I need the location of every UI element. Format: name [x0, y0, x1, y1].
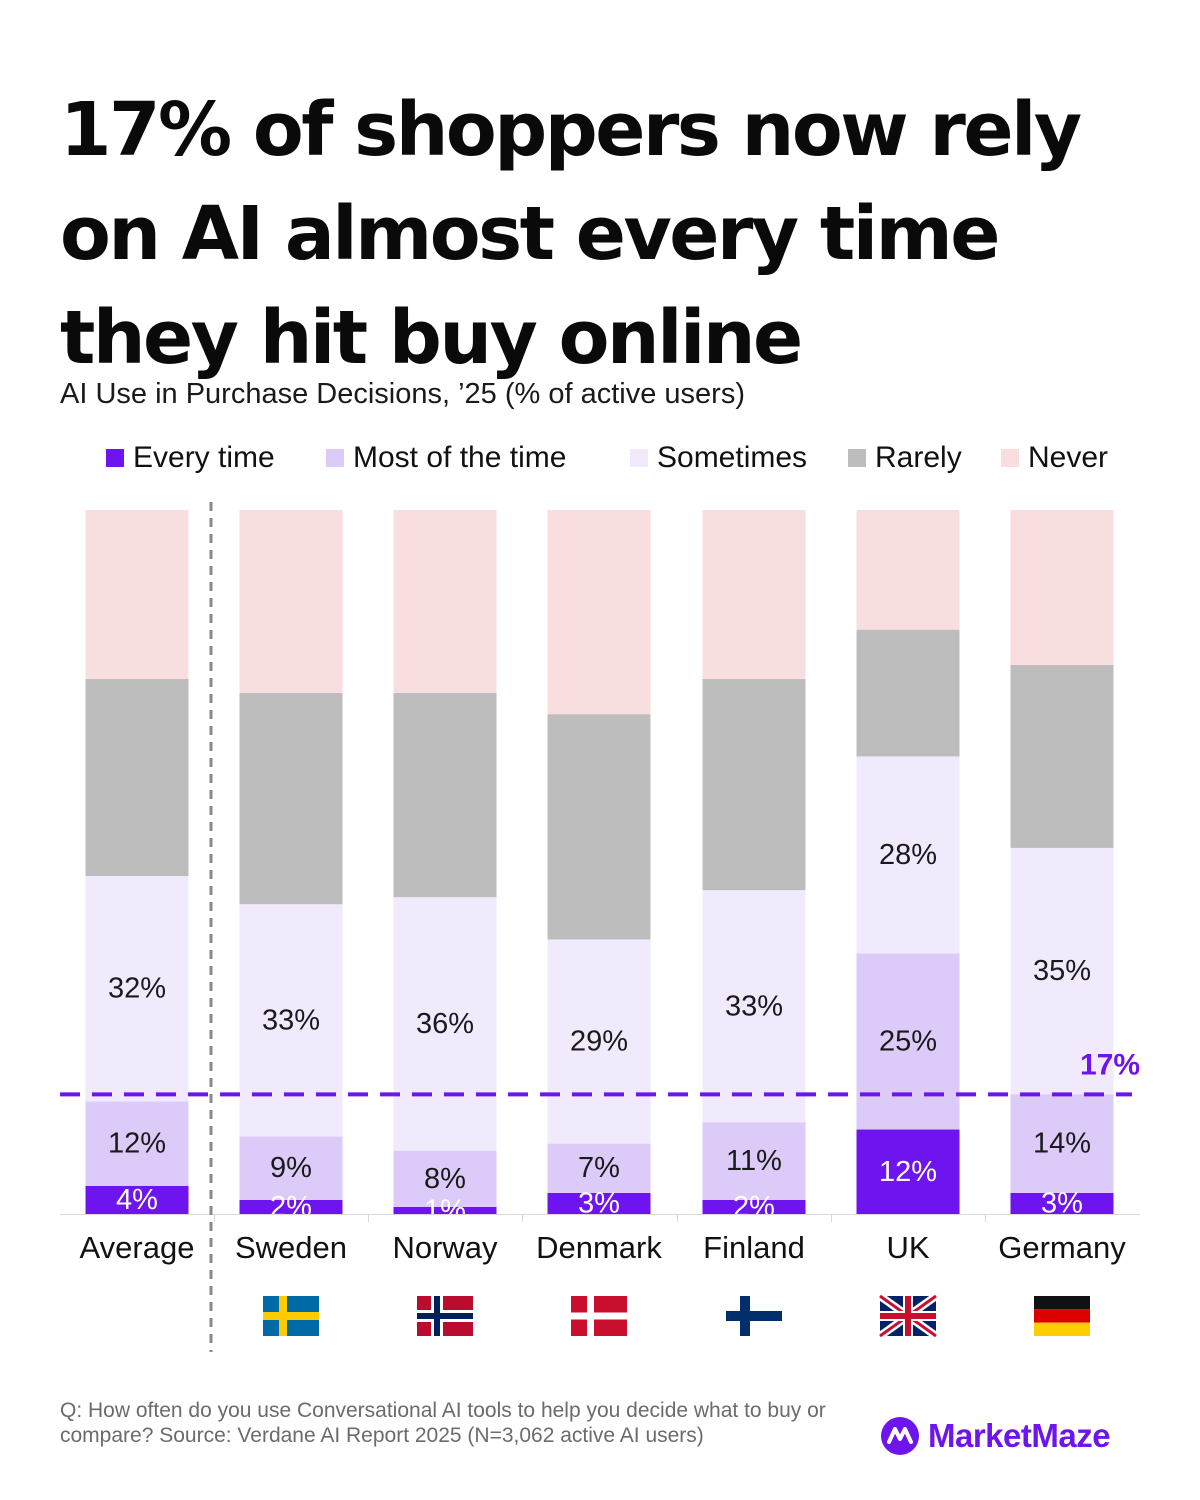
bar-segment-never: [856, 510, 960, 630]
bar-segment-most-of-the-time: [1010, 1094, 1114, 1193]
bar-segment-sometimes: [239, 904, 343, 1137]
category-label: UK: [886, 1230, 929, 1265]
bar-segment-most-of-the-time: [85, 1101, 189, 1186]
bar-segment-rarely: [239, 693, 343, 905]
category-label: Finland: [703, 1230, 805, 1265]
footnote: Q: How often do you use Conversational A…: [60, 1399, 826, 1447]
bars: [85, 510, 1114, 1214]
data-label: 9%: [270, 1152, 312, 1184]
category-label: Average: [80, 1230, 195, 1265]
legend-swatch-never: [1001, 449, 1019, 467]
legend-item-never: Never: [1001, 438, 1108, 478]
bar-segment-most-of-the-time: [547, 1143, 651, 1193]
data-label: 2%: [733, 1191, 775, 1223]
bar-segment-sometimes: [856, 756, 960, 954]
legend-label: Sometimes: [657, 441, 808, 474]
bar-segment-sometimes: [702, 890, 806, 1123]
legend-item-sometimes: Sometimes: [630, 438, 807, 478]
category-label: Germany: [998, 1230, 1126, 1265]
chart-title: 17% of shoppers now rely on AI almost ev…: [60, 87, 1082, 381]
bar-segment-most-of-the-time: [239, 1136, 343, 1200]
bar-segment-sometimes: [1010, 847, 1114, 1095]
marketmaze-logo-icon: [881, 1417, 919, 1455]
brand: MarketMaze: [880, 1414, 1111, 1458]
bar-segment-never: [547, 510, 651, 715]
bar-segment-every-time: [702, 1199, 806, 1214]
country-flags: [263, 1292, 1090, 1340]
reference-line-label: 17%: [1080, 1048, 1140, 1081]
data-label: 29%: [570, 1026, 628, 1058]
bar-segment-sometimes: [393, 897, 497, 1151]
bar-segment-rarely: [85, 678, 189, 877]
bar-segment-never: [85, 510, 189, 679]
data-label: 33%: [262, 1004, 320, 1036]
data-label: 12%: [108, 1128, 166, 1160]
bar-segment-every-time: [239, 1199, 343, 1214]
legend-label: Every time: [133, 441, 275, 474]
data-label: 11%: [726, 1145, 782, 1177]
bar-segment-rarely: [547, 714, 651, 940]
finland-flag-icon: [726, 1296, 782, 1336]
data-label: 4%: [116, 1184, 158, 1216]
chart-subtitle: AI Use in Purchase Decisions, ’25 (% of …: [60, 378, 745, 410]
data-label: 14%: [1033, 1128, 1091, 1160]
bar-segment-every-time: [393, 1206, 497, 1214]
legend-swatch-rarely: [848, 449, 866, 467]
legend-item-rarely: Rarely: [848, 438, 962, 478]
bar-segment-never: [393, 510, 497, 694]
data-label: 25%: [879, 1026, 937, 1058]
bar-segment-every-time: [856, 1129, 960, 1214]
data-label: 12%: [879, 1156, 937, 1188]
bar-segment-rarely: [393, 693, 497, 898]
data-label: 32%: [108, 973, 166, 1005]
denmark-flag-icon: [571, 1296, 627, 1336]
uk-flag-icon: [877, 1292, 939, 1340]
bar-segment-never: [1010, 510, 1114, 665]
bar-segment-every-time: [1010, 1192, 1114, 1214]
category-label: Norway: [392, 1230, 498, 1265]
bar-segment-sometimes: [547, 939, 651, 1144]
data-label: 28%: [879, 839, 937, 871]
brand-name: MarketMaze: [928, 1417, 1111, 1454]
legend-swatch-every-time: [106, 449, 124, 467]
bar-segment-never: [239, 510, 343, 694]
bar-segment-rarely: [1010, 664, 1114, 848]
bar-segment-every-time: [547, 1192, 651, 1214]
norway-flag-icon: [417, 1296, 473, 1336]
bar-segment-never: [702, 510, 806, 679]
legend-swatch-most-of-the-time: [326, 449, 344, 467]
category-label: Denmark: [536, 1230, 662, 1265]
bar-segment-most-of-the-time: [702, 1122, 806, 1200]
legend-label: Rarely: [875, 441, 962, 474]
data-label: 36%: [416, 1008, 474, 1040]
legend: Every time Most of the time Sometimes Ra…: [0, 438, 1200, 478]
bar-segment-every-time: [85, 1185, 189, 1214]
data-label: 2%: [270, 1191, 312, 1223]
data-labels: 4%12%32%2%9%33%1%8%36%3%7%29%2%11%33%12%…: [108, 839, 1091, 1227]
bar-segment-most-of-the-time: [856, 953, 960, 1130]
bar-segment-rarely: [702, 678, 806, 891]
sweden-flag-icon: [263, 1296, 319, 1336]
germany-flag-icon: [1034, 1296, 1090, 1336]
legend-label: Most of the time: [353, 441, 567, 474]
data-label: 35%: [1033, 955, 1091, 987]
category-labels: Average Sweden Norway Denmark Finland UK Germa…: [80, 1230, 1127, 1265]
legend-label: Never: [1028, 441, 1109, 474]
bar-segment-sometimes: [85, 876, 189, 1102]
data-label: 8%: [424, 1163, 466, 1195]
category-label: Sweden: [235, 1230, 347, 1265]
legend-swatch-sometimes: [630, 449, 648, 467]
legend-item-most-of-the-time: Most of the time: [326, 438, 566, 478]
data-label: 33%: [725, 990, 783, 1022]
data-label: 1%: [424, 1194, 466, 1226]
legend-item-every-time: Every time: [106, 438, 275, 478]
bar-segment-rarely: [856, 629, 960, 757]
stacked-bar-chart: 4%12%32%2%9%33%1%8%36%3%7%29%2%11%33%12%…: [60, 502, 1140, 1352]
bar-segment-most-of-the-time: [393, 1150, 497, 1207]
data-label: 7%: [578, 1152, 620, 1184]
